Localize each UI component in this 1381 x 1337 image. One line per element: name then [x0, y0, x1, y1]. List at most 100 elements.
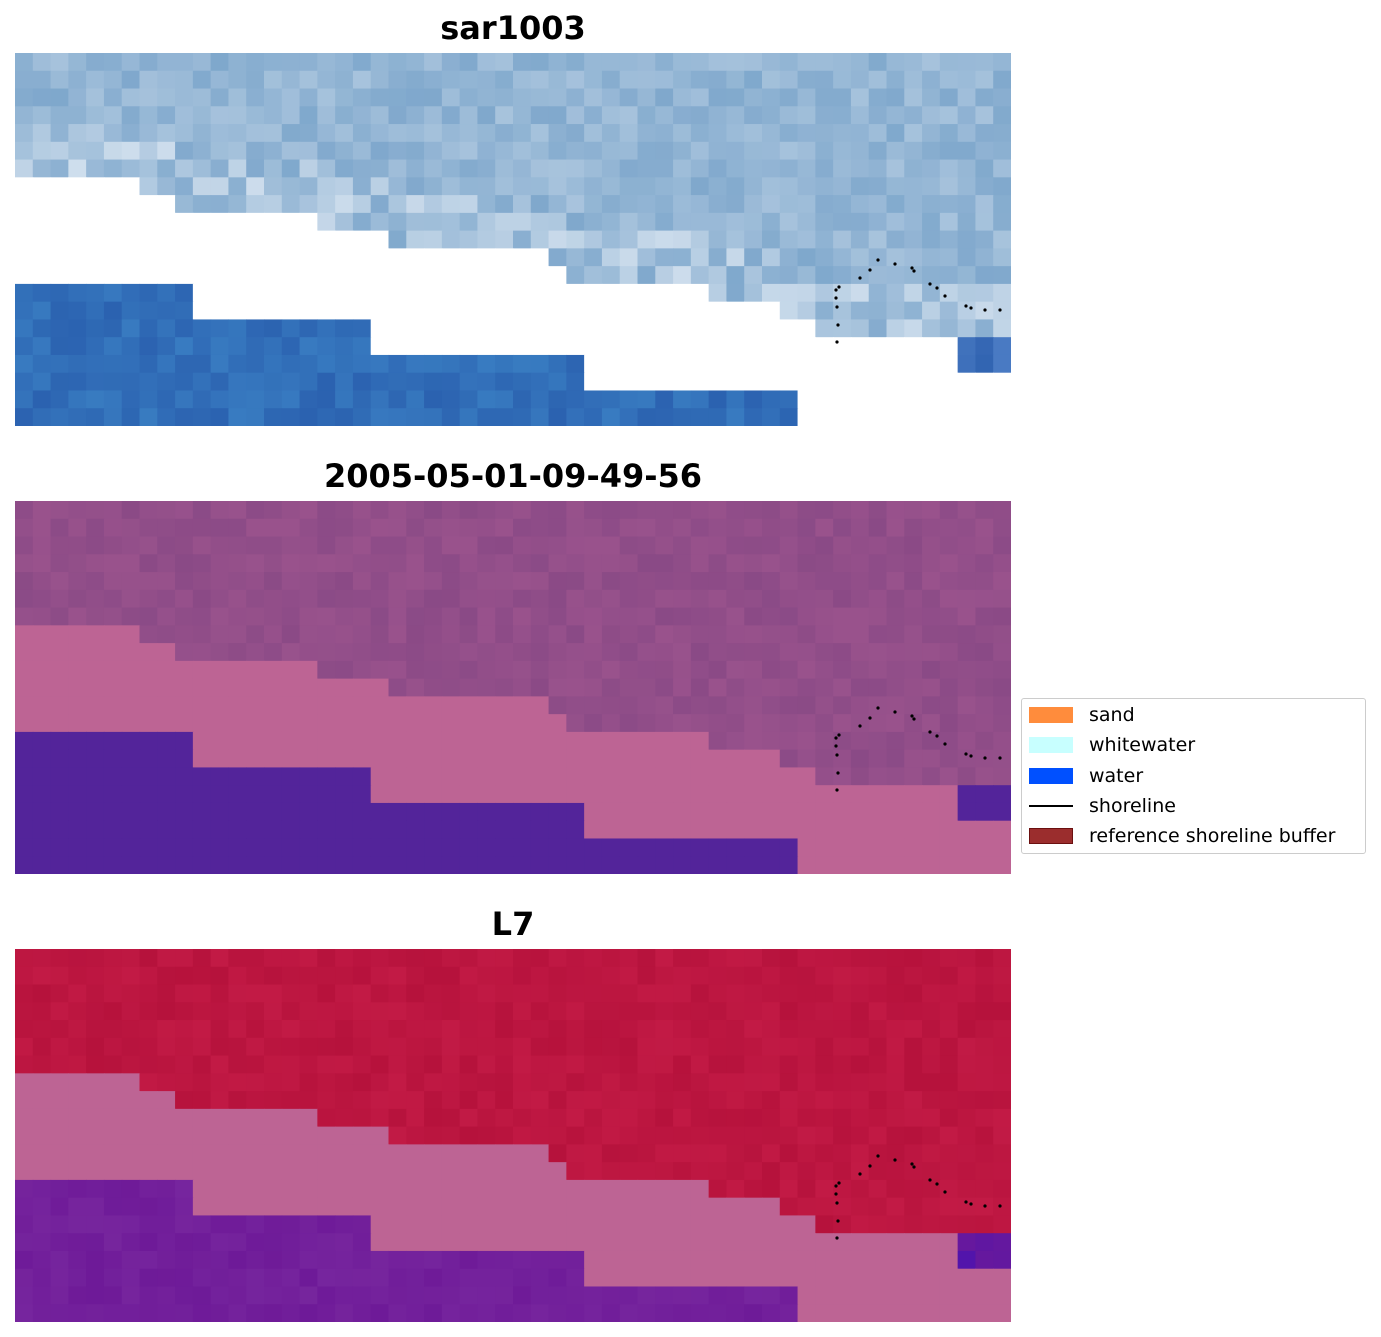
pixel-cell — [264, 53, 283, 72]
legend: sand whitewater water shoreline referenc… — [1021, 698, 1366, 854]
pixel-cell — [246, 731, 265, 751]
pixel-cell — [68, 1179, 87, 1199]
pixel-cell — [317, 1162, 336, 1181]
pixel-cell — [957, 195, 977, 214]
pixel-cell — [299, 1286, 318, 1305]
pixel-cell — [619, 660, 639, 680]
pixel-cell — [886, 1162, 905, 1181]
pixel-cell — [744, 70, 763, 90]
pixel-cell — [424, 949, 443, 968]
pixel-cell — [886, 749, 905, 769]
pixel-cell — [335, 390, 354, 409]
pixel-cell — [388, 159, 407, 178]
pixel-cell — [904, 53, 923, 72]
pixel-cell — [993, 820, 1011, 840]
pixel-cell — [690, 749, 710, 769]
pixel-cell — [690, 1073, 710, 1092]
pixel-cell — [495, 1304, 514, 1322]
pixel-cell — [530, 1037, 550, 1057]
pixel-cell — [975, 767, 994, 786]
pixel-cell — [424, 518, 443, 538]
pixel-cell — [762, 518, 781, 538]
pixel-cell — [228, 966, 247, 986]
pixel-cell — [619, 301, 639, 321]
pixel-cell — [566, 70, 585, 90]
pixel-cell — [548, 838, 567, 857]
pixel-cell — [548, 1108, 567, 1128]
pixel-cell — [370, 1268, 390, 1288]
pixel-cell — [584, 678, 603, 697]
pixel-cell — [708, 643, 728, 662]
pixel-cell — [548, 159, 567, 178]
pixel-cell — [744, 802, 763, 822]
pixel-cell — [352, 802, 372, 822]
pixel-cell — [904, 212, 923, 232]
pixel-cell — [993, 1108, 1011, 1128]
pixel-cell — [886, 589, 905, 609]
pixel-cell — [157, 301, 176, 321]
pixel-cell — [619, 372, 639, 392]
pixel-cell — [192, 106, 212, 125]
pixel-cell — [601, 501, 621, 520]
pixel-cell — [548, 1233, 567, 1252]
pixel-cell — [548, 572, 567, 591]
pixel-cell — [192, 1215, 212, 1234]
pixel-cell — [993, 159, 1011, 178]
pixel-cell — [655, 1268, 674, 1288]
pixel-cell — [388, 1002, 407, 1021]
pixel-cell — [50, 501, 69, 520]
pixel-cell — [317, 1126, 336, 1145]
pixel-cell — [424, 177, 443, 196]
pixel-cell — [15, 248, 34, 267]
pixel-cell — [495, 70, 514, 90]
pixel-cell — [566, 283, 585, 303]
pixel-cell — [68, 1286, 87, 1305]
pixel-cell — [299, 1215, 318, 1234]
pixel-cell — [922, 230, 941, 249]
pixel-cell — [175, 1215, 194, 1234]
pixel-cell — [619, 643, 639, 662]
pixel-cell — [726, 1179, 745, 1199]
pixel-cell — [726, 1233, 745, 1252]
pixel-cell — [975, 696, 994, 715]
pixel-cell — [548, 1286, 567, 1305]
pixel-cell — [317, 696, 336, 715]
pixel-cell — [993, 1233, 1011, 1252]
pixel-cell — [922, 1073, 941, 1092]
pixel-cell — [406, 354, 425, 374]
pixel-cell — [513, 749, 532, 769]
pixel-cell — [192, 536, 212, 555]
pixel-cell — [50, 749, 69, 769]
pixel-cell — [281, 1091, 301, 1110]
pixel-cell — [655, 124, 674, 143]
pixel-cell — [673, 266, 692, 285]
pixel-cell — [459, 1197, 479, 1217]
pixel-cell — [139, 696, 158, 715]
pixel-cell — [904, 1108, 923, 1128]
pixel-cell — [548, 625, 567, 644]
pixel-cell — [548, 266, 567, 285]
pixel-cell — [406, 554, 425, 573]
pixel-cell — [548, 141, 567, 161]
pixel-cell — [797, 1073, 816, 1092]
pixel-cell — [157, 390, 176, 409]
pixel-cell — [86, 731, 105, 751]
pixel-cell — [264, 643, 283, 662]
pixel-cell — [779, 731, 799, 751]
pixel-cell — [246, 1020, 265, 1039]
pixel-cell — [281, 248, 301, 267]
pixel-cell — [797, 1162, 816, 1181]
pixel-cell — [495, 607, 514, 626]
pixel-cell — [744, 984, 763, 1003]
pixel-cell — [15, 1197, 34, 1217]
pixel-cell — [904, 625, 923, 644]
pixel-cell — [388, 856, 407, 874]
pixel-cell — [637, 195, 656, 214]
pixel-cell — [833, 856, 852, 874]
pixel-cell — [850, 195, 870, 214]
pixel-cell — [210, 195, 230, 214]
pixel-cell — [797, 572, 816, 591]
pixel-cell — [868, 802, 888, 822]
pixel-cell — [86, 1233, 105, 1252]
pixel-cell — [210, 1126, 230, 1145]
